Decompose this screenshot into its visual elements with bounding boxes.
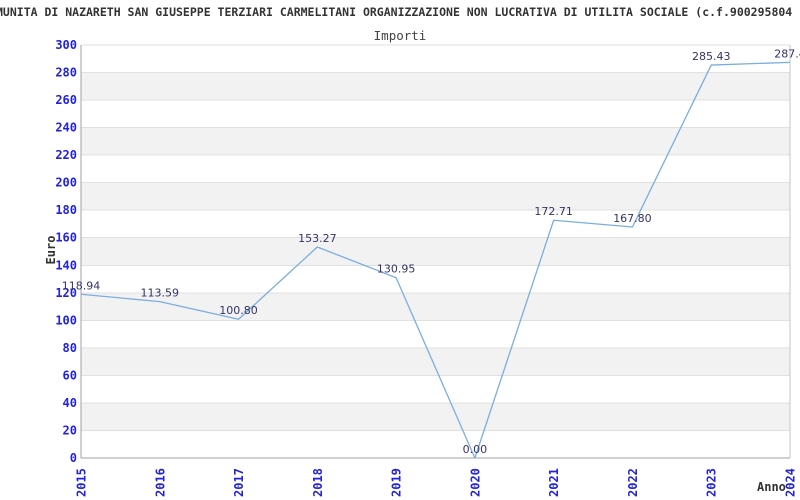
x-tick-label: 2023	[705, 468, 719, 497]
x-tick-label: 2020	[468, 468, 482, 497]
point-value-label: 172.71	[534, 205, 573, 218]
chart-subtitle: Importi	[374, 28, 427, 43]
x-tick-label: 2017	[232, 468, 246, 497]
point-value-label: 287.4	[774, 47, 800, 60]
point-value-label: 100.80	[219, 304, 258, 317]
y-axis-title: Euro	[44, 236, 58, 265]
y-tick-label: 60	[63, 368, 77, 382]
y-tick-label: 140	[55, 258, 77, 272]
y-tick-label: 120	[55, 286, 77, 300]
series-line	[80, 61, 791, 459]
point-value-label: 153.27	[298, 232, 337, 245]
background-bands	[81, 72, 790, 431]
point-value-label: 113.59	[141, 287, 180, 300]
band-row	[81, 292, 790, 321]
point-value-labels: 118.94 113.59 100.80 153.27 130.95 0.00 172.71…	[62, 47, 800, 456]
y-tick-label: 280	[55, 66, 77, 80]
y-tick-label: 100	[55, 313, 77, 327]
point-value-label: 285.43	[692, 50, 731, 63]
x-tick-label: 2019	[390, 468, 404, 497]
y-tick-label: 20	[63, 423, 77, 437]
y-tick-labels: 0 20 40 60 80 100 120 140 160 180 200 220 240 260 280 3…	[55, 38, 77, 465]
x-tick-label: 2021	[547, 468, 561, 497]
band-row	[81, 182, 790, 211]
band-row	[81, 237, 790, 266]
point-value-label: 118.94	[62, 279, 101, 292]
point-value-label: 0.00	[463, 443, 488, 456]
axis-spines	[80, 45, 791, 459]
point-value-label: 167.80	[613, 212, 652, 225]
y-tick-label: 40	[63, 396, 77, 410]
band-row	[81, 347, 790, 376]
x-tick-label: 2022	[626, 468, 640, 497]
x-tick-label: 2015	[75, 468, 89, 497]
x-tick-label: 2016	[153, 468, 167, 497]
gridlines	[81, 44, 790, 431]
band-row	[81, 127, 790, 156]
band-row	[81, 402, 790, 431]
x-tick-label: 2024	[784, 468, 798, 497]
x-axis-title: Anno	[757, 480, 786, 494]
y-tick-label: 300	[55, 38, 77, 52]
x-tick-labels: 2015 2016 2017 2018 2019 2020 2021 2022 2023 2024	[75, 468, 798, 497]
y-tick-label: 180	[55, 203, 77, 217]
chart-title: MUNITA DI NAZARETH SAN GIUSEPPE TERZIARI…	[0, 5, 792, 19]
y-tick-label: 0	[70, 451, 77, 465]
x-tick-label: 2018	[311, 468, 325, 497]
y-tick-label: 160	[55, 231, 77, 245]
y-tick-label: 260	[55, 93, 77, 107]
y-tick-label: 80	[63, 341, 77, 355]
point-value-label: 130.95	[377, 263, 416, 276]
y-tick-label: 240	[55, 121, 77, 135]
band-row	[81, 72, 790, 101]
y-tick-label: 200	[55, 176, 77, 190]
y-tick-label: 220	[55, 148, 77, 162]
